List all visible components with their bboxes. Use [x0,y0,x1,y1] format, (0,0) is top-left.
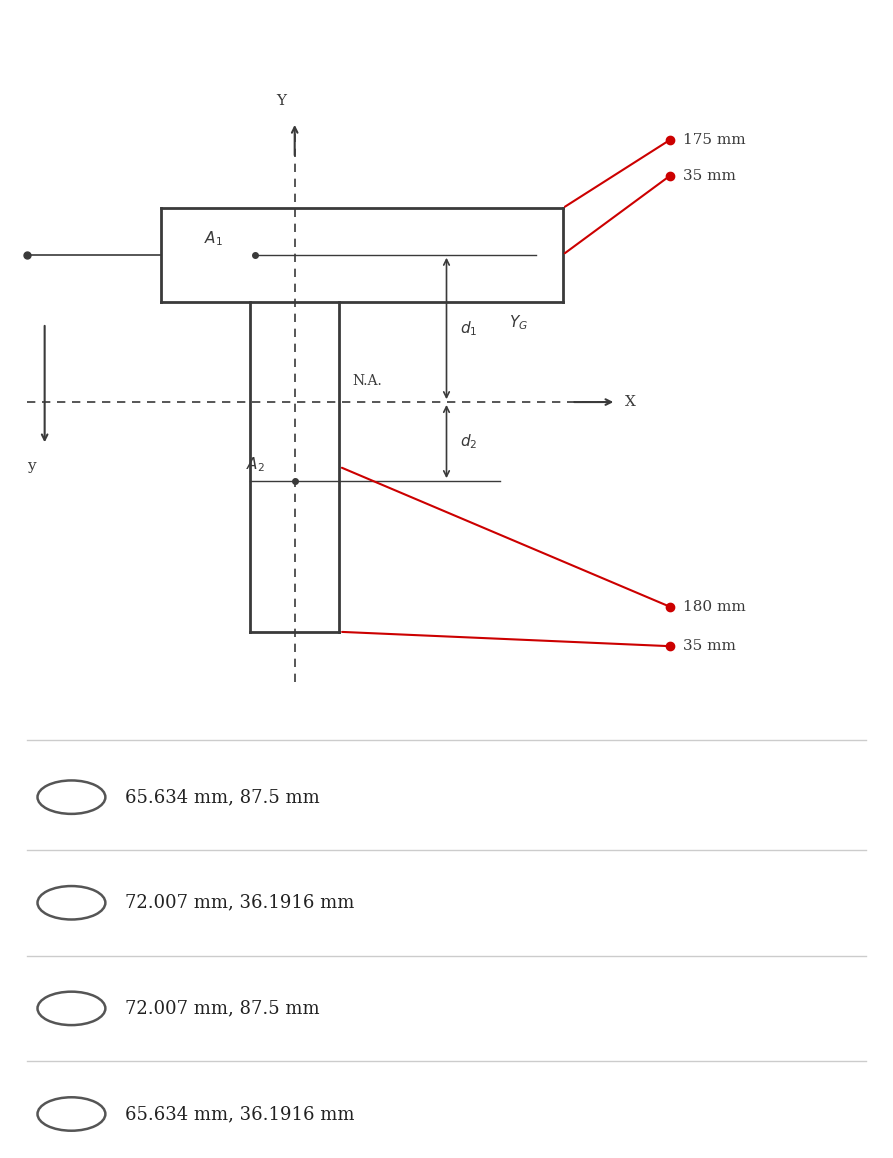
Text: $A_1$: $A_1$ [204,229,223,248]
Text: 35 mm: 35 mm [683,169,736,183]
Text: 65.634 mm, 87.5 mm: 65.634 mm, 87.5 mm [125,789,320,806]
Text: $A_2$: $A_2$ [246,455,264,474]
Text: 65.634 mm, 36.1916 mm: 65.634 mm, 36.1916 mm [125,1105,355,1123]
Text: 72.007 mm, 36.1916 mm: 72.007 mm, 36.1916 mm [125,894,355,911]
Text: 180 mm: 180 mm [683,600,746,614]
Text: $d_1$: $d_1$ [460,320,477,338]
Text: Y: Y [276,94,287,108]
Text: 35 mm: 35 mm [683,639,736,653]
Text: $d_2$: $d_2$ [460,432,477,450]
Text: N.A.: N.A. [353,374,382,388]
Text: $Y_G$: $Y_G$ [509,314,528,332]
Text: X: X [625,395,636,409]
Text: y: y [27,460,36,474]
Text: 72.007 mm, 87.5 mm: 72.007 mm, 87.5 mm [125,999,320,1018]
Text: 175 mm: 175 mm [683,133,746,147]
